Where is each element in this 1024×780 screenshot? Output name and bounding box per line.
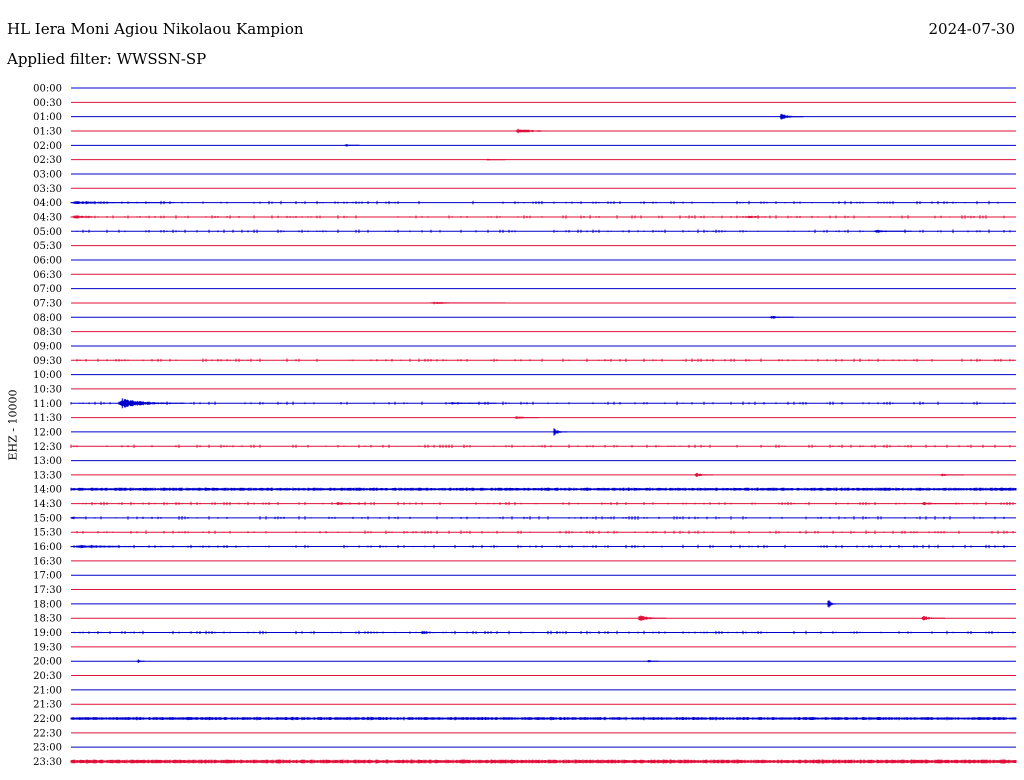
row-time-label: 20:30: [33, 671, 62, 682]
seismic-event: [939, 473, 964, 477]
row-time-label: 00:30: [33, 98, 62, 109]
row-time-label: 02:00: [33, 141, 62, 152]
row-time-label: 11:30: [33, 413, 62, 424]
row-time-label: 03:30: [33, 184, 62, 195]
trace-noise: [82, 501, 1014, 506]
seismic-event: [70, 544, 242, 549]
row-time-label: 22:00: [33, 714, 62, 725]
row-time-label: 10:30: [33, 384, 62, 395]
row-time-label: 13:30: [33, 470, 62, 481]
seismic-event: [486, 158, 506, 161]
row-time-label: 18:30: [33, 614, 62, 625]
row-time-label: 05:00: [33, 227, 62, 238]
row-time-label: 08:30: [33, 327, 62, 338]
seismic-event: [335, 502, 365, 505]
seismic-event: [429, 301, 506, 305]
row-time-label: 10:00: [33, 370, 62, 381]
row-time-label: 05:30: [33, 241, 62, 252]
seismic-event: [552, 428, 568, 436]
row-time-label: 23:30: [33, 757, 62, 768]
row-time-label: 23:00: [33, 743, 62, 754]
row-time-label: 09:30: [33, 356, 62, 367]
seismic-event: [769, 316, 794, 319]
seismic-event: [70, 487, 1017, 491]
row-time-label: 07:30: [33, 298, 62, 309]
trace-noise: [76, 358, 1014, 363]
row-time-label: 16:30: [33, 556, 62, 567]
row-time-label: 18:00: [33, 599, 62, 610]
row-time-label: 00:00: [33, 84, 62, 95]
row-time-label: 03:00: [33, 169, 62, 180]
row-time-label: 21:30: [33, 700, 62, 711]
row-time-label: 08:00: [33, 313, 62, 324]
row-time-label: 15:30: [33, 528, 62, 539]
row-time-label: 12:30: [33, 442, 62, 453]
row-time-label: 06:30: [33, 270, 62, 281]
seismic-event: [826, 600, 837, 608]
row-time-label: 01:00: [33, 112, 62, 123]
seismic-event: [70, 717, 1017, 720]
seismic-event: [70, 516, 86, 519]
row-time-label: 11:00: [33, 399, 62, 410]
trace-noise: [73, 630, 1014, 635]
seismic-event: [694, 472, 714, 477]
row-time-label: 19:00: [33, 628, 62, 639]
row-time-label: 20:00: [33, 657, 62, 668]
row-time-label: 04:00: [33, 198, 62, 209]
seismic-event: [136, 659, 145, 663]
row-time-label: 19:30: [33, 642, 62, 653]
row-time-label: 06:00: [33, 255, 62, 266]
seismic-event: [921, 616, 945, 621]
row-time-label: 14:00: [33, 485, 62, 496]
row-time-label: 15:00: [33, 513, 62, 524]
row-time-label: 16:00: [33, 542, 62, 553]
trace-noise: [76, 530, 1014, 534]
seismic-event: [70, 201, 175, 204]
row-time-label: 17:30: [33, 585, 62, 596]
row-time-label: 09:00: [33, 341, 62, 352]
row-time-label: 13:00: [33, 456, 62, 467]
seismic-event: [741, 215, 837, 219]
seismic-event: [70, 215, 133, 219]
row-time-label: 17:00: [33, 571, 62, 582]
row-time-label: 01:30: [33, 126, 62, 137]
row-time-label: 12:00: [33, 427, 62, 438]
row-time-label: 21:00: [33, 685, 62, 696]
date-label: 2024-07-30: [928, 20, 1015, 38]
seismic-event: [117, 398, 185, 409]
row-time-label: 14:30: [33, 499, 62, 510]
row-time-label: 02:30: [33, 155, 62, 166]
seismic-event: [420, 631, 459, 634]
seismic-event: [448, 402, 497, 405]
row-time-label: 07:00: [33, 284, 62, 295]
seismic-event: [514, 416, 539, 419]
seismic-event: [344, 144, 360, 147]
filter-label: Applied filter: WWSSN-SP: [7, 50, 207, 68]
seismic-event: [646, 660, 659, 663]
seismic-event: [514, 128, 572, 134]
seismic-event: [637, 615, 667, 621]
seismic-event: [873, 230, 912, 233]
seismic-event: [779, 113, 804, 120]
station-title: HL Iera Moni Agiou Nikolaou Kampion: [7, 20, 304, 38]
trace-noise: [70, 444, 1011, 448]
seismic-event: [70, 759, 1017, 764]
row-time-label: 22:30: [33, 728, 62, 739]
seismic-event: [921, 502, 959, 506]
row-time-label: 04:30: [33, 212, 62, 223]
